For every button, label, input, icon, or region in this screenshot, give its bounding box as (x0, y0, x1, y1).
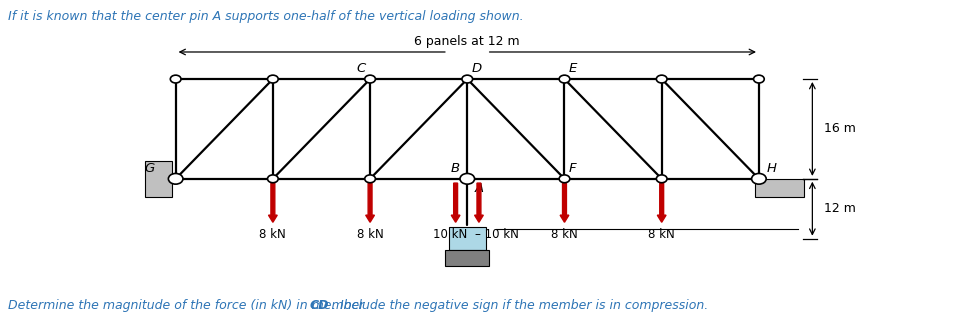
Circle shape (168, 174, 183, 184)
Text: CD: CD (309, 299, 329, 312)
Circle shape (558, 75, 569, 83)
Circle shape (461, 75, 472, 83)
Circle shape (364, 175, 375, 183)
Text: If it is known that the center pin A supports one-half of the vertical loading s: If it is known that the center pin A sup… (8, 10, 522, 23)
Text: H: H (766, 162, 776, 175)
Text: 10 kN: 10 kN (433, 228, 466, 241)
Text: 6 panels at 12 m: 6 panels at 12 m (414, 35, 519, 48)
Circle shape (171, 75, 181, 83)
Text: A: A (475, 182, 484, 195)
Circle shape (267, 175, 278, 183)
FancyArrow shape (657, 183, 665, 222)
FancyArrow shape (365, 183, 375, 222)
Circle shape (753, 75, 763, 83)
Bar (754, 179, 802, 197)
Text: 12 m: 12 m (823, 202, 855, 215)
Circle shape (558, 175, 569, 183)
Circle shape (459, 174, 474, 184)
Text: E: E (568, 62, 577, 75)
Text: 8 kN: 8 kN (259, 228, 286, 241)
Text: B: B (450, 162, 459, 175)
Text: 8 kN: 8 kN (551, 228, 578, 241)
Circle shape (751, 174, 765, 184)
Circle shape (364, 75, 375, 83)
Circle shape (461, 175, 472, 183)
Text: 8 kN: 8 kN (356, 228, 383, 241)
Text: Determine the magnitude of the force (in kN) in member: Determine the magnitude of the force (in… (8, 299, 368, 312)
Circle shape (656, 75, 666, 83)
Circle shape (267, 75, 278, 83)
Text: . Include the negative sign if the member is in compression.: . Include the negative sign if the membe… (332, 299, 708, 312)
Text: 8 kN: 8 kN (648, 228, 675, 241)
Text: G: G (144, 162, 154, 175)
FancyArrow shape (268, 183, 277, 222)
Text: F: F (568, 162, 576, 175)
FancyArrow shape (559, 183, 568, 222)
Bar (445, 250, 489, 266)
Text: D: D (471, 62, 481, 75)
Bar (145, 161, 172, 197)
FancyArrow shape (474, 183, 483, 222)
Text: C: C (356, 62, 366, 75)
Text: 16 m: 16 m (823, 122, 855, 136)
FancyArrow shape (451, 183, 459, 222)
Bar (448, 227, 485, 250)
Circle shape (656, 175, 666, 183)
Text: – 10 kN: – 10 kN (475, 228, 518, 241)
